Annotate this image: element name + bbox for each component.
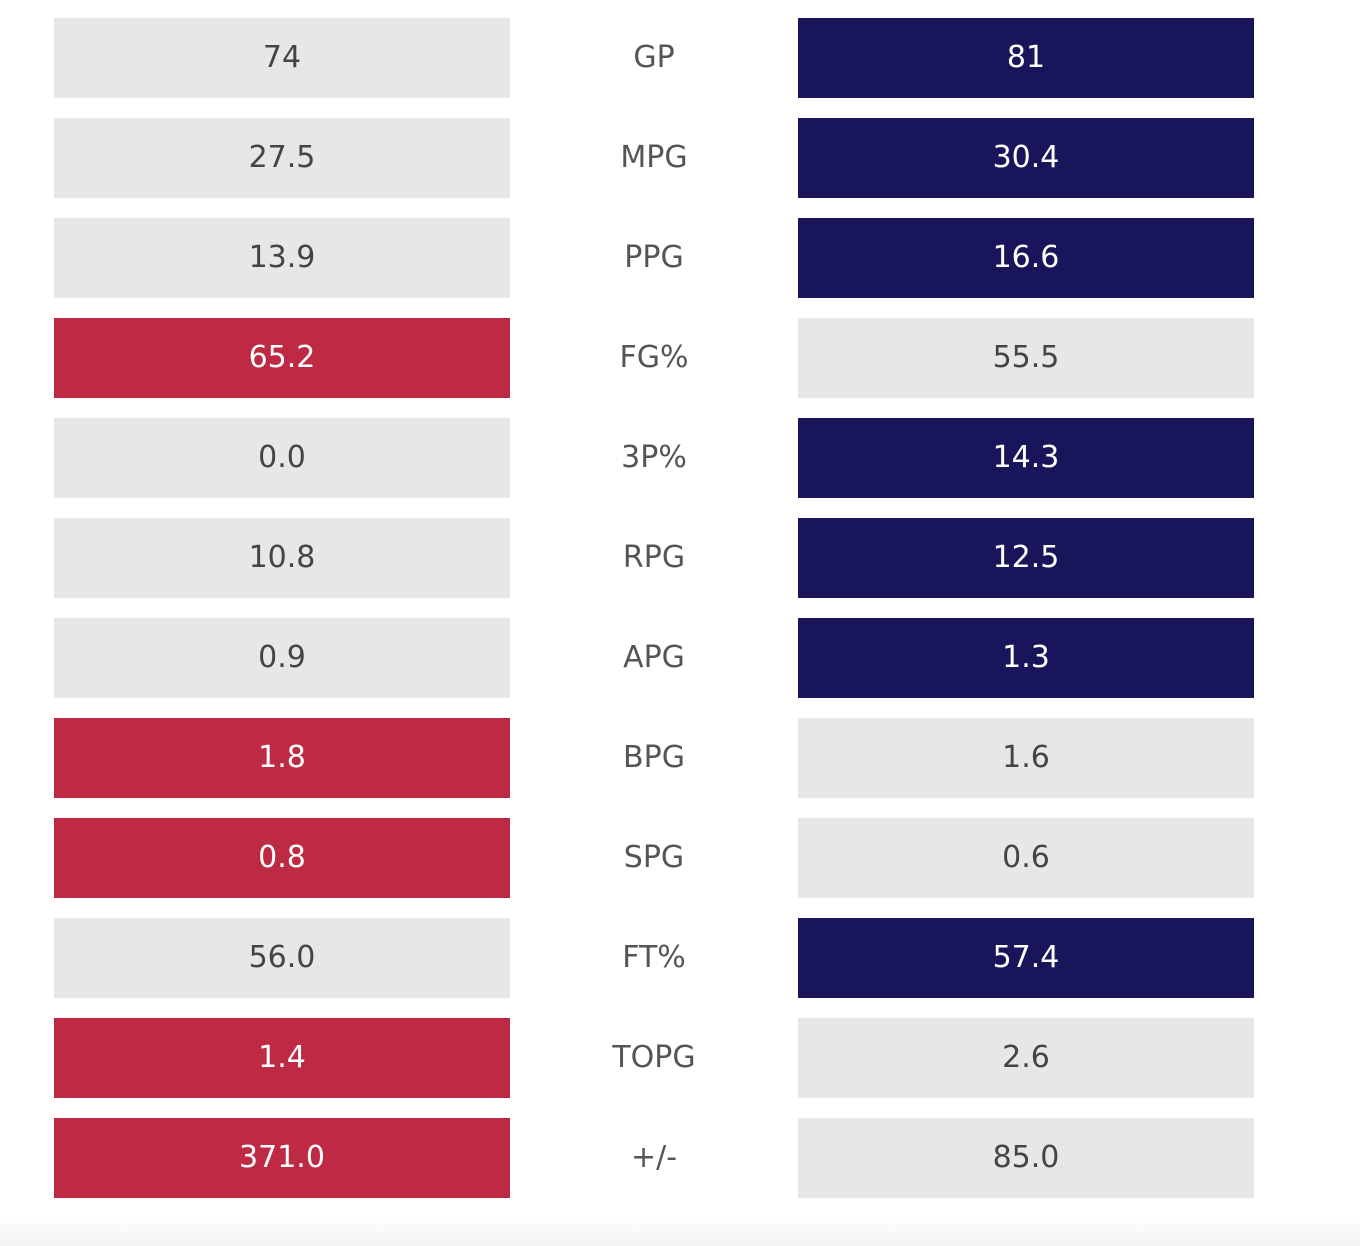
stat-row: 13.9 PPG 16.6 [0,218,1360,298]
right-player-value: 1.6 [798,718,1254,798]
stat-row: 0.9 APG 1.3 [0,618,1360,698]
stat-label: RPG [622,540,686,575]
stat-row: 0.8 SPG 0.6 [0,818,1360,898]
stat-label: TOPG [612,1040,696,1075]
left-player-value: 56.0 [54,918,510,998]
right-player-value: 85.0 [798,1118,1254,1198]
stat-row: 65.2 FG% 55.5 [0,318,1360,398]
right-player-value: 57.4 [798,918,1254,998]
left-player-value: 27.5 [54,118,510,198]
right-player-value: 16.6 [798,218,1254,298]
right-player-value: 14.3 [798,418,1254,498]
left-player-value: 1.4 [54,1018,510,1098]
right-player-value: 0.6 [798,818,1254,898]
stat-comparison-table: 74 GP 81 27.5 MPG 30.4 13.9 PPG 16.6 65.… [0,18,1360,1218]
left-player-value: 0.9 [54,618,510,698]
stat-label: 3P% [621,440,687,475]
stat-label: SPG [623,840,685,875]
stat-label: PPG [624,240,684,275]
stat-label: +/- [630,1140,678,1175]
right-player-value: 1.3 [798,618,1254,698]
stat-row: 1.8 BPG 1.6 [0,718,1360,798]
right-player-value: 2.6 [798,1018,1254,1098]
right-player-value: 81 [798,18,1254,98]
stat-label: GP [633,40,675,75]
left-player-value: 10.8 [54,518,510,598]
stat-row: 0.0 3P% 14.3 [0,418,1360,498]
left-player-value: 371.0 [54,1118,510,1198]
stat-row: 1.4 TOPG 2.6 [0,1018,1360,1098]
stat-label: APG [623,640,685,675]
stat-row: 56.0 FT% 57.4 [0,918,1360,998]
stat-label: FT% [622,940,686,975]
stat-label: MPG [620,140,688,175]
left-player-value: 0.8 [54,818,510,898]
stat-row: 371.0 +/- 85.0 [0,1118,1360,1198]
right-player-value: 12.5 [798,518,1254,598]
stat-label: FG% [619,340,689,375]
stat-row: 10.8 RPG 12.5 [0,518,1360,598]
stat-row: 74 GP 81 [0,18,1360,98]
stat-row: 27.5 MPG 30.4 [0,118,1360,198]
stat-label: BPG [623,740,685,775]
left-player-value: 1.8 [54,718,510,798]
right-player-value: 55.5 [798,318,1254,398]
left-player-value: 13.9 [54,218,510,298]
right-player-value: 30.4 [798,118,1254,198]
left-player-value: 0.0 [54,418,510,498]
left-player-value: 74 [54,18,510,98]
page-bottom-shade [0,1214,1360,1246]
left-player-value: 65.2 [54,318,510,398]
